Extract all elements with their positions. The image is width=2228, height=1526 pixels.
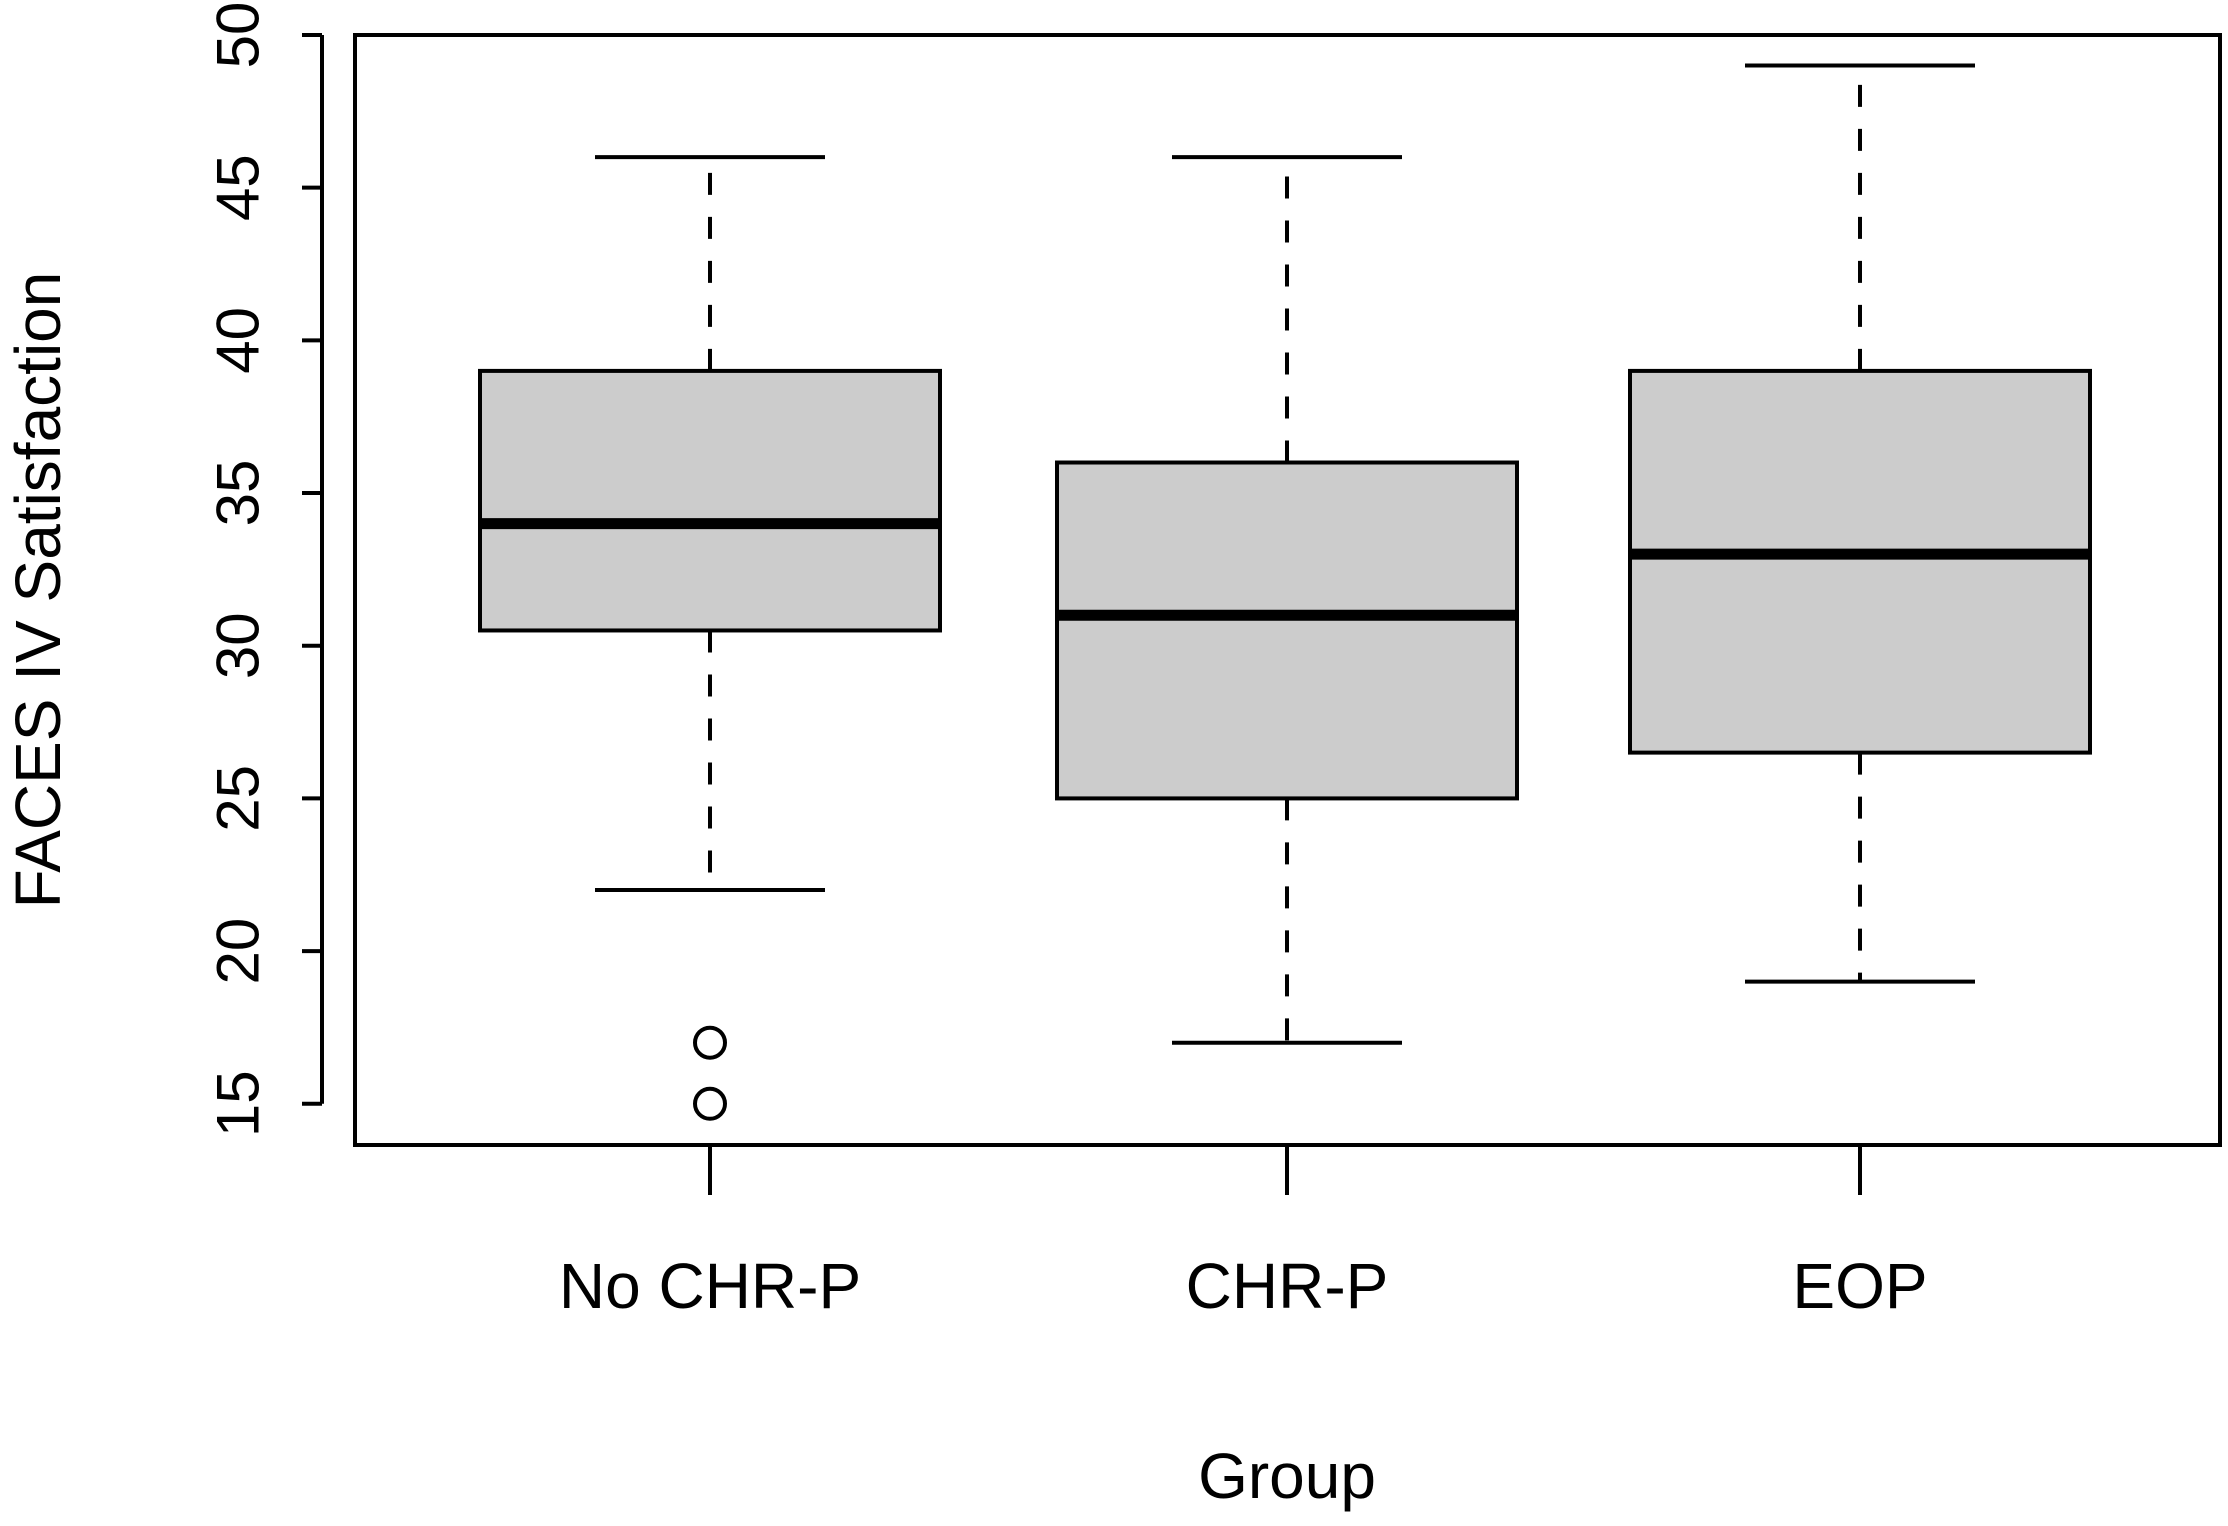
- y-tick-label: 20: [205, 918, 272, 985]
- x-tick-label: EOP: [1792, 1250, 1927, 1322]
- y-tick-label: 30: [205, 612, 272, 679]
- y-axis: 15 20 25 30 35 40 45 50: [205, 2, 324, 1137]
- y-tick-label: 15: [205, 1070, 272, 1137]
- y-tick-label: 45: [205, 154, 272, 221]
- y-tick-label: 35: [205, 460, 272, 527]
- y-tick-label: 40: [205, 307, 272, 374]
- x-axis: No CHR-P CHR-P EOP: [559, 1147, 1928, 1322]
- box-group: [1055, 155, 1519, 1045]
- iqr-box: [1628, 368, 2092, 755]
- outlier-point: [693, 1086, 727, 1121]
- y-tick-label: 25: [205, 765, 272, 832]
- boxes-layer: [478, 63, 2092, 1121]
- iqr-box: [1055, 460, 1519, 801]
- x-tick-label: No CHR-P: [559, 1250, 861, 1322]
- outlier-point: [693, 1025, 727, 1060]
- y-axis-label: FACES IV Satisfaction: [2, 272, 74, 909]
- x-axis-label: Group: [1198, 1440, 1376, 1512]
- y-tick-label: 50: [205, 2, 272, 69]
- box-group: [1628, 63, 2092, 984]
- box-group: [478, 155, 942, 1121]
- iqr-box: [478, 368, 942, 633]
- x-tick-label: CHR-P: [1186, 1250, 1389, 1322]
- plot-frame: [353, 33, 2222, 1147]
